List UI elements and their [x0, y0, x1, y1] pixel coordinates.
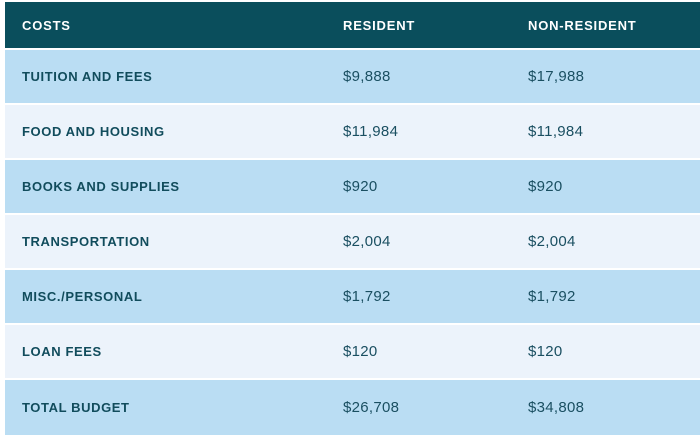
- nonresident-value: $11,984: [528, 123, 584, 140]
- table-row-food-and-housing: FOOD AND HOUSING $11,984 $11,984: [5, 105, 700, 158]
- row-label: FOOD AND HOUSING: [22, 124, 165, 139]
- resident-value: $26,708: [343, 399, 400, 416]
- nonresident-value: $1,792: [528, 288, 576, 305]
- header-cell-costs: COSTS: [22, 17, 71, 33]
- resident-value: $9,888: [343, 68, 391, 85]
- table-row-total-budget: TOTAL BUDGET $26,708 $34,808: [5, 380, 700, 435]
- table-row-books-and-supplies: BOOKS AND SUPPLIES $920 $920: [5, 160, 700, 213]
- row-label: BOOKS AND SUPPLIES: [22, 179, 180, 194]
- table-row-loan-fees: LOAN FEES $120 $120: [5, 325, 700, 378]
- nonresident-value: $920: [528, 178, 563, 195]
- row-label: TUITION AND FEES: [22, 69, 153, 84]
- row-label: MISC./PERSONAL: [22, 289, 143, 304]
- row-label: LOAN FEES: [22, 344, 102, 359]
- resident-value: $1,792: [343, 288, 391, 305]
- header-cell-non-resident: NON-RESIDENT: [528, 17, 637, 33]
- table-row-transportation: TRANSPORTATION $2,004 $2,004: [5, 215, 700, 268]
- nonresident-value: $34,808: [528, 399, 585, 416]
- resident-value: $120: [343, 343, 378, 360]
- costs-table: COSTS RESIDENT NON-RESIDENT TUITION AND …: [5, 2, 700, 435]
- resident-value: $920: [343, 178, 378, 195]
- resident-value: $11,984: [343, 123, 399, 140]
- resident-value: $2,004: [343, 233, 391, 250]
- row-label: TOTAL BUDGET: [22, 400, 130, 415]
- table-row-tuition-and-fees: TUITION AND FEES $9,888 $17,988: [5, 50, 700, 103]
- nonresident-value: $17,988: [528, 68, 585, 85]
- nonresident-value: $2,004: [528, 233, 576, 250]
- table-header-row: COSTS RESIDENT NON-RESIDENT: [5, 2, 700, 48]
- row-label: TRANSPORTATION: [22, 234, 150, 249]
- header-cell-resident: RESIDENT: [343, 17, 416, 33]
- nonresident-value: $120: [528, 343, 563, 360]
- table-row-misc-personal: MISC./PERSONAL $1,792 $1,792: [5, 270, 700, 323]
